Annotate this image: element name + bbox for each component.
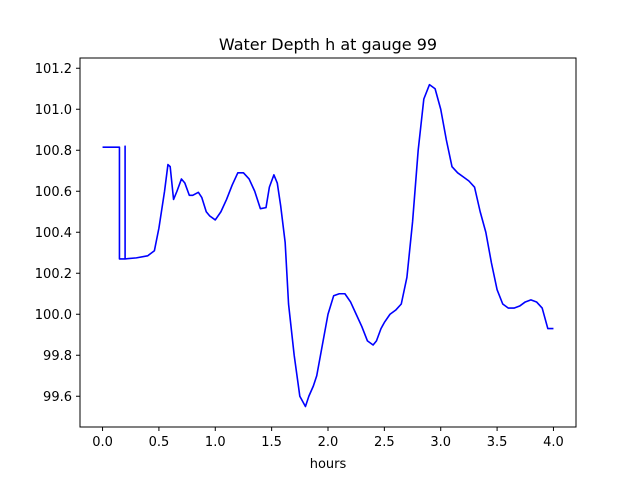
y-tick-label: 99.6 xyxy=(43,390,72,405)
y-tick-label: 101.0 xyxy=(35,103,72,118)
y-tick-label: 100.8 xyxy=(35,144,72,159)
x-axis: 0.0 0.5 1.0 1.5 2.0 2.5 3.0 3.5 4.0 xyxy=(92,427,564,450)
x-tick-label: 0.5 xyxy=(149,435,170,450)
y-tick-label: 99.8 xyxy=(43,349,72,364)
x-tick-label: 0.0 xyxy=(92,435,113,450)
x-tick-label: 1.5 xyxy=(261,435,282,450)
y-tick-label: 100.4 xyxy=(35,226,72,241)
y-tick-label: 100.6 xyxy=(35,185,72,200)
x-tick-label: 4.0 xyxy=(543,435,564,450)
chart-title: Water Depth h at gauge 99 xyxy=(219,35,437,54)
y-tick-label: 100.0 xyxy=(35,308,72,323)
x-tick-label: 3.0 xyxy=(430,435,451,450)
x-tick-label: 2.0 xyxy=(318,435,339,450)
series-line xyxy=(102,83,554,408)
x-tick-label: 1.0 xyxy=(205,435,226,450)
y-tick-label: 101.2 xyxy=(35,62,72,77)
x-tick-label: 3.5 xyxy=(487,435,508,450)
x-axis-label: hours xyxy=(310,457,347,472)
y-axis: 99.6 99.8 100.0 100.2 100.4 100.6 100.8 101.0 10… xyxy=(35,62,80,405)
y-tick-label: 100.2 xyxy=(35,267,72,282)
x-tick-label: 2.5 xyxy=(374,435,395,450)
